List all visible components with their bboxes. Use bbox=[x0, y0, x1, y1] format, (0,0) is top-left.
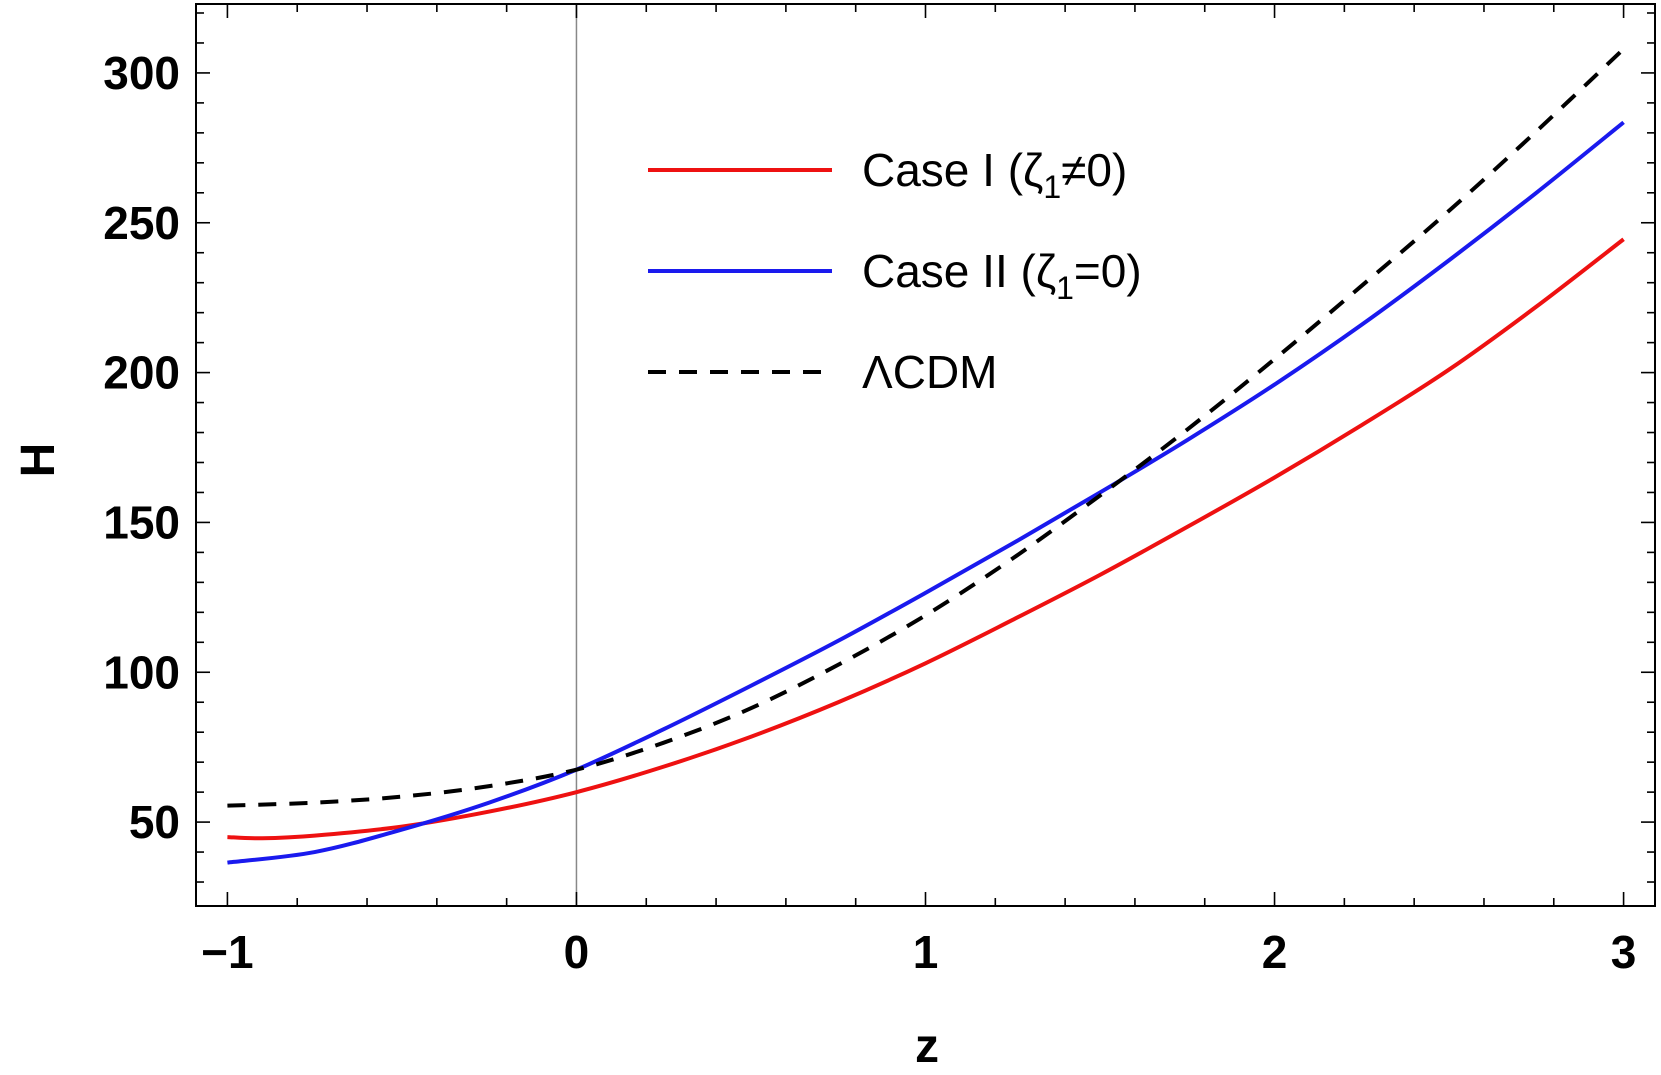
y-tick-label: 250 bbox=[103, 197, 180, 249]
x-tick-label: 3 bbox=[1611, 926, 1637, 978]
legend-entry-case-1: Case I (ζ1≠0) bbox=[648, 144, 1127, 205]
legend-label-tail: =0) bbox=[1074, 245, 1142, 297]
y-tick-label: 300 bbox=[103, 47, 180, 99]
y-tick-label: 100 bbox=[103, 646, 180, 698]
legend-entry-lcdm: ΛCDM bbox=[648, 346, 997, 398]
legend-label-tail: ≠0) bbox=[1061, 144, 1127, 196]
legend-label-main: ΛCDM bbox=[862, 346, 997, 398]
x-tick-label: 1 bbox=[913, 926, 939, 978]
legend-label-main: Case I (ζ bbox=[862, 144, 1043, 196]
x-tick-label: −1 bbox=[201, 926, 253, 978]
x-tick-label: 2 bbox=[1262, 926, 1288, 978]
legend-label-subscript: 1 bbox=[1043, 169, 1061, 205]
x-tick-label: 0 bbox=[564, 926, 590, 978]
legend: Case I (ζ1≠0)Case II (ζ1=0)ΛCDM bbox=[648, 144, 1142, 398]
x-axis-label: z bbox=[915, 1020, 939, 1073]
tick-labels: −1 0 1 2 3 50 100 150 200 250 300 bbox=[103, 47, 1636, 978]
axis-ticks bbox=[196, 4, 1655, 906]
y-axis-label: H bbox=[12, 443, 65, 478]
y-tick-label: 200 bbox=[103, 347, 180, 399]
legend-entry-case-2: Case II (ζ1=0) bbox=[648, 245, 1142, 306]
y-tick-label: 150 bbox=[103, 496, 180, 548]
series-group bbox=[227, 47, 1625, 865]
series-lcdm-line bbox=[227, 47, 1625, 808]
legend-label-subscript: 1 bbox=[1056, 270, 1074, 306]
legend-label: ΛCDM bbox=[862, 346, 997, 398]
legend-label: Case II (ζ1=0) bbox=[862, 245, 1142, 306]
legend-label-main: Case II (ζ bbox=[862, 245, 1056, 297]
legend-label: Case I (ζ1≠0) bbox=[862, 144, 1127, 205]
y-tick-label: 50 bbox=[129, 796, 180, 848]
series-case-2-line bbox=[227, 120, 1625, 865]
